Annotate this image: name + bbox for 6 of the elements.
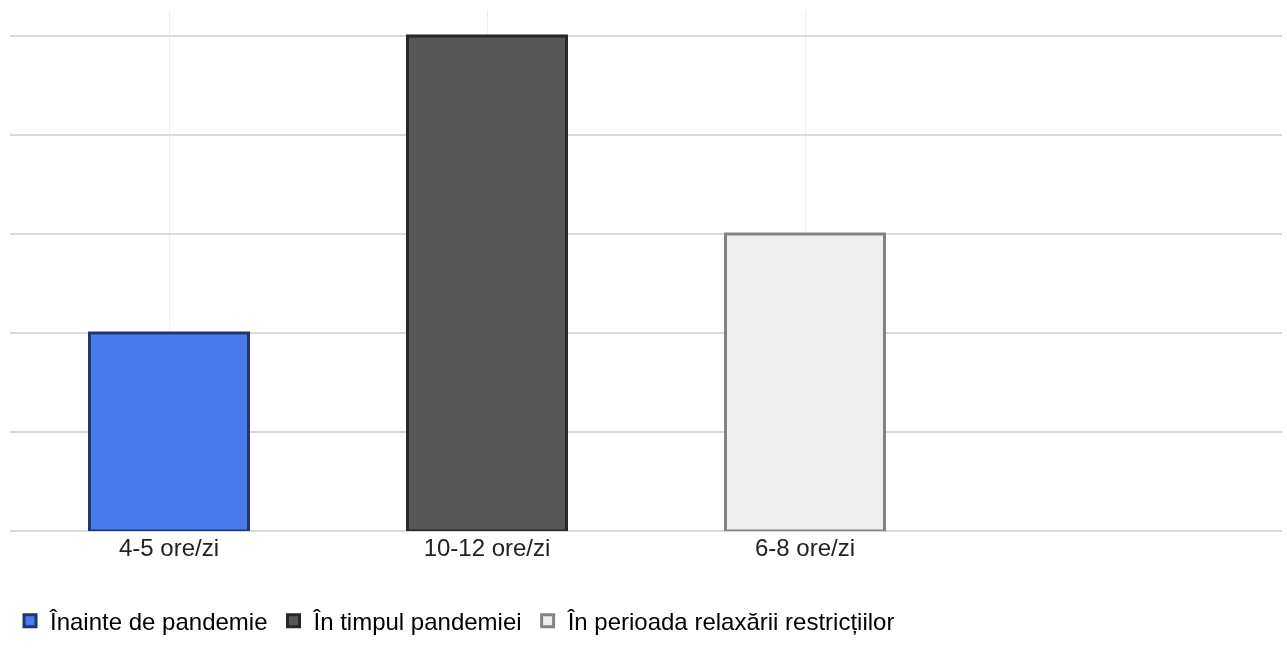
x-tick-label: 10-12 ore/zi	[423, 534, 551, 561]
legend-label: În timpul pandemiei	[312, 608, 522, 636]
x-tick-label: 4-5 ore/zi	[118, 534, 220, 561]
x-tick-label: 6-8 ore/zi	[754, 534, 856, 561]
legend-label: Înainte de pandemie	[49, 608, 268, 636]
legend-label: În perioada relaxării restricțiilor	[566, 608, 895, 636]
